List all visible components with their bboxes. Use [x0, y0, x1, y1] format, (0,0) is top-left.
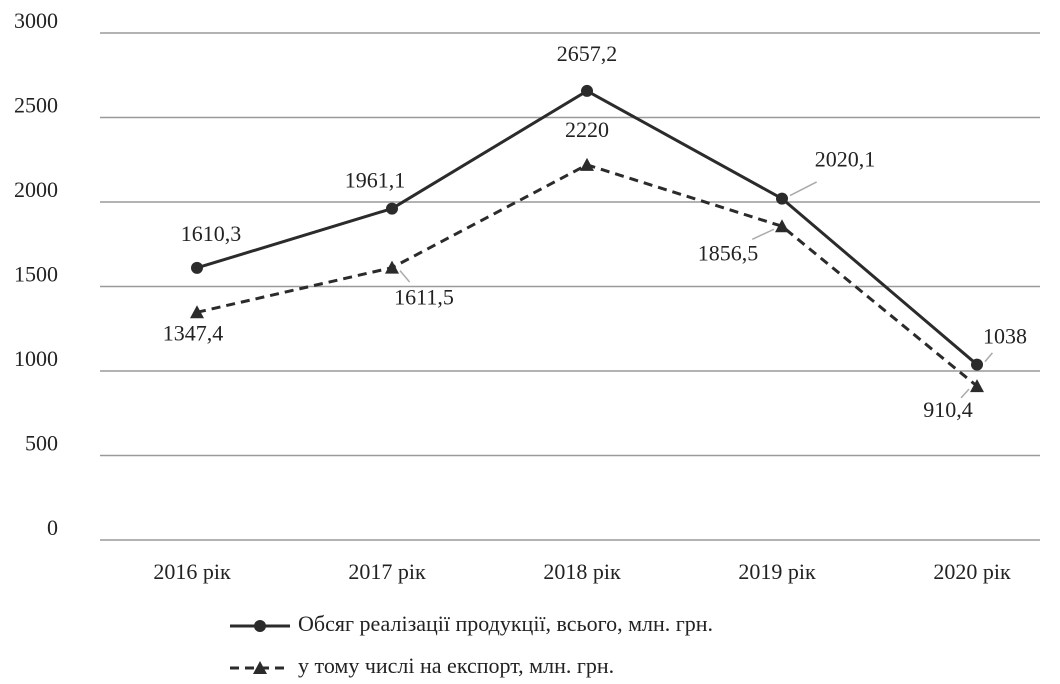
- series-line: [196, 163, 978, 388]
- y-tick-label: 1500: [14, 262, 58, 287]
- y-tick-label: 2500: [14, 93, 58, 118]
- data-label: 1611,5: [394, 285, 454, 310]
- leader-line: [751, 228, 775, 240]
- data-point: [580, 157, 594, 171]
- leader-line: [984, 352, 993, 363]
- x-tick-label: 2016 рік: [153, 559, 231, 584]
- data-label: 1038: [983, 324, 1027, 349]
- data-label: 910,4: [923, 397, 973, 422]
- data-point: [971, 358, 983, 371]
- x-tick-label: 2017 рік: [348, 559, 426, 584]
- legend-label: у тому числі на експорт, млн. грн.: [298, 653, 614, 678]
- y-tick-label: 0: [47, 515, 58, 540]
- data-label: 1961,1: [345, 168, 406, 193]
- leader-line: [789, 181, 817, 197]
- data-point: [191, 261, 203, 274]
- data-point: [581, 84, 593, 97]
- data-point: [970, 379, 984, 393]
- data-point: [190, 305, 204, 319]
- x-tick-label: 2019 рік: [738, 559, 816, 584]
- data-label: 1610,3: [181, 221, 242, 246]
- leader-line: [399, 270, 411, 283]
- data-label: 2657,2: [557, 41, 618, 66]
- x-tick-label: 2018 рік: [543, 559, 621, 584]
- data-label: 1856,5: [698, 240, 759, 265]
- data-label: 1347,4: [163, 320, 224, 345]
- y-tick-label: 2000: [14, 177, 58, 202]
- data-point: [776, 192, 788, 205]
- x-tick-label: 2020 рік: [933, 559, 1011, 584]
- data-point: [385, 260, 399, 274]
- y-tick-label: 3000: [14, 8, 58, 33]
- data-label: 2020,1: [815, 147, 876, 172]
- data-label: 2220: [565, 117, 609, 142]
- legend-label: Обсяг реалізації продукції, всього, млн.…: [298, 611, 713, 636]
- y-tick-label: 500: [25, 431, 58, 456]
- leader-line: [960, 388, 970, 399]
- legend-marker: [253, 661, 267, 674]
- legend-marker: [254, 620, 266, 632]
- data-point: [386, 202, 398, 215]
- y-tick-label: 1000: [14, 346, 58, 371]
- data-point: [775, 219, 789, 233]
